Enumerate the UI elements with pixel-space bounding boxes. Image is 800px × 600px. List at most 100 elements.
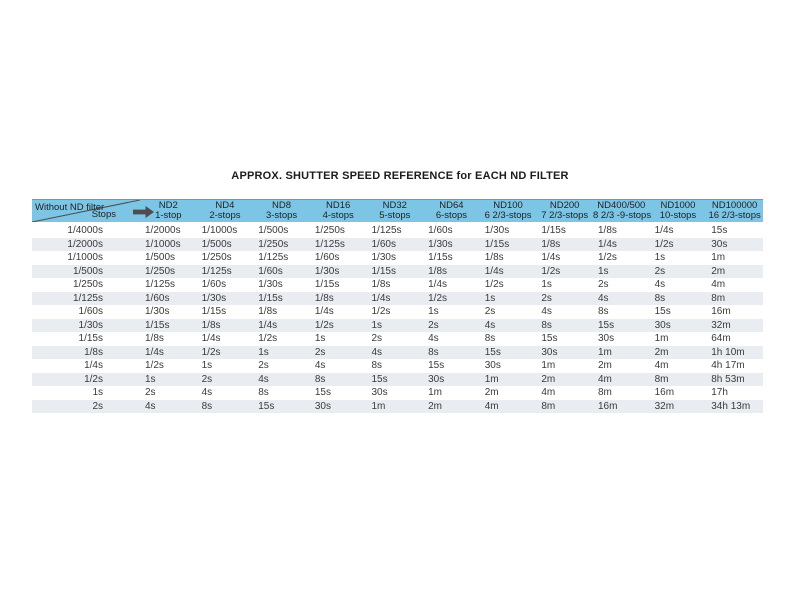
shutter-cell: 8s	[598, 306, 609, 317]
filter-name-label: ND64	[439, 199, 464, 211]
shutter-cell: 1/2s	[145, 360, 164, 371]
shutter-cell: 4s	[598, 292, 609, 304]
shutter-cell: 30s	[598, 333, 615, 344]
shutter-cell: 1s	[145, 373, 156, 385]
shutter-cell: 1/2s	[484, 279, 504, 290]
shutter-cell: 1/125s	[145, 279, 176, 290]
column-header-nd200: ND200 7 2/3-stops	[536, 199, 593, 224]
shutter-cell: 2m	[484, 387, 499, 398]
base-shutter-cell: 1/4s	[84, 360, 103, 371]
shutter-cell: 1/15s	[371, 265, 396, 277]
base-shutter-cell: 1/250s	[72, 279, 103, 290]
shutter-cell: 30s	[541, 346, 558, 358]
shutter-cell: 1/4s	[371, 292, 391, 304]
shutter-cell: 16m	[711, 306, 731, 317]
shutter-cell: 2s	[541, 292, 552, 304]
shutter-cell: 1/125s	[314, 238, 345, 250]
shutter-cell: 8s	[484, 333, 496, 344]
filter-name-label: ND200	[549, 199, 580, 211]
shutter-cell: 2m	[541, 373, 556, 385]
shutter-cell: 1/1000s	[201, 225, 238, 236]
shutter-cell: 8s	[428, 346, 439, 358]
shutter-cell: 1s	[654, 252, 666, 263]
filter-name-label: ND100000	[711, 199, 758, 211]
shutter-cell: 1/2000s	[145, 225, 181, 236]
shutter-cell: 1/8s	[258, 306, 278, 317]
shutter-cell: 1m	[598, 346, 612, 358]
shutter-cell: 30s	[314, 400, 331, 412]
shutter-cell: 1/60s	[314, 252, 340, 263]
base-shutter-cell: 1/2000s	[67, 238, 103, 250]
stops-label: 7 2/3-stops	[541, 210, 589, 221]
shutter-cell: 4s	[201, 387, 213, 398]
shutter-cell: 1/8s	[201, 319, 221, 331]
filter-name-label: ND4	[215, 199, 235, 211]
shutter-cell: 1/8s	[145, 333, 164, 344]
shutter-cell: 1/60s	[201, 279, 227, 290]
shutter-cell: 2m	[428, 400, 443, 412]
shutter-cell: 1/30s	[145, 306, 170, 317]
shutter-cell: 4s	[428, 333, 439, 344]
page-title: APPROX. SHUTTER SPEED REFERENCE for EACH…	[231, 170, 569, 182]
table-row: 1/2000s 1/1000s 1/500s 1/250s 1/125s 1/60s 1/3…	[32, 237, 763, 251]
stops-label: 2-stops	[209, 210, 241, 221]
table-row: 1/4000s 1/2000s 1/1000s 1/500s 1/250s 1/125s 1…	[32, 223, 763, 238]
shutter-cell: 1m	[711, 252, 726, 263]
shutter-cell: 1/125s	[258, 252, 289, 263]
shutter-cell: 1/4s	[314, 306, 334, 317]
shutter-cell: 1s	[598, 265, 609, 277]
shutter-cell: 15s	[258, 400, 275, 412]
shutter-cell: 1/8s	[541, 238, 561, 250]
shutter-cell: 30s	[711, 238, 728, 250]
shutter-cell: 4s	[654, 279, 666, 290]
shutter-cell: 16m	[654, 387, 675, 398]
shutter-cell: 1/30s	[371, 252, 396, 263]
shutter-cell: 30s	[428, 373, 445, 385]
shutter-cell: 1/60s	[258, 265, 283, 277]
shutter-cell: 1s	[258, 346, 269, 358]
base-shutter-cell: 2s	[92, 400, 103, 412]
base-shutter-cell: 1/2s	[84, 373, 103, 385]
shutter-cell: 4m	[711, 279, 726, 290]
shutter-cell: 1/15s	[314, 279, 340, 290]
shutter-cell: 1/4s	[484, 265, 504, 277]
stops-label: 3-stops	[265, 210, 298, 221]
shutter-cell: 1/8s	[314, 292, 334, 304]
shutter-cell: 1/4s	[258, 319, 278, 331]
shutter-cell: 1/30s	[258, 279, 283, 290]
table-row: 1/250s 1/125s 1/60s 1/30s 1/15s 1/8s 1/4s 1/2s 1…	[32, 278, 763, 292]
shutter-cell: 1/15s	[428, 252, 453, 263]
shutter-cell: 4m	[598, 373, 612, 385]
table-row: 1/1000s 1/500s 1/250s 1/125s 1/60s 1/30s 1/15s…	[32, 251, 763, 265]
shutter-cell: 1/2s	[201, 346, 221, 358]
shutter-cell: 17h	[711, 387, 728, 398]
table-row: 1/60s 1/30s 1/15s 1/8s 1/4s 1/2s 1s 2s 4s 8s 15s 16…	[32, 305, 763, 319]
filter-name-label: ND1000	[660, 199, 696, 211]
shutter-cell: 1/250s	[258, 238, 289, 250]
shutter-cell: 1/8s	[598, 225, 617, 236]
shutter-cell: 1/2s	[314, 319, 334, 331]
shutter-cell: 1s	[314, 333, 326, 344]
table-row: 1/30s 1/15s 1/8s 1/4s 1/2s 1s 2s 4s 8s 15s 30s 32m	[32, 318, 763, 332]
shutter-cell: 8m	[654, 373, 669, 385]
stops-label: 8 2/3 -9-stops	[593, 210, 652, 221]
right-arrow-icon	[133, 206, 154, 218]
column-header-nd64: ND64 6-stops	[423, 199, 480, 224]
shutter-cell: 1/60s	[428, 225, 453, 236]
column-header-nd100: ND100 6 2/3-stops	[479, 199, 537, 224]
shutter-cell: 15s	[711, 225, 728, 236]
shutter-cell: 1/30s	[428, 238, 453, 250]
shutter-cell: 2s	[258, 360, 269, 371]
shutter-cell: 2s	[314, 346, 326, 358]
shutter-cell: 2s	[145, 387, 156, 398]
shutter-cell: 4m	[541, 387, 556, 398]
shutter-cell: 1/8s	[428, 265, 448, 277]
shutter-cell: 1/30s	[484, 225, 510, 236]
column-header-nd100000: ND100000 16 2/3-stops	[706, 199, 763, 224]
shutter-cell: 8m	[541, 400, 556, 412]
table-row: 1/15s 1/8s 1/4s 1/2s 1s 2s 4s 8s 15s 30s 1m 64m	[32, 332, 763, 346]
header-row: Without ND filter Stops ND2 1-stop ND4 2-st…	[32, 199, 763, 224]
filter-name-label: ND100	[493, 199, 523, 211]
shutter-cell: 1m	[371, 400, 386, 412]
stops-label: 5-stops	[379, 210, 411, 221]
